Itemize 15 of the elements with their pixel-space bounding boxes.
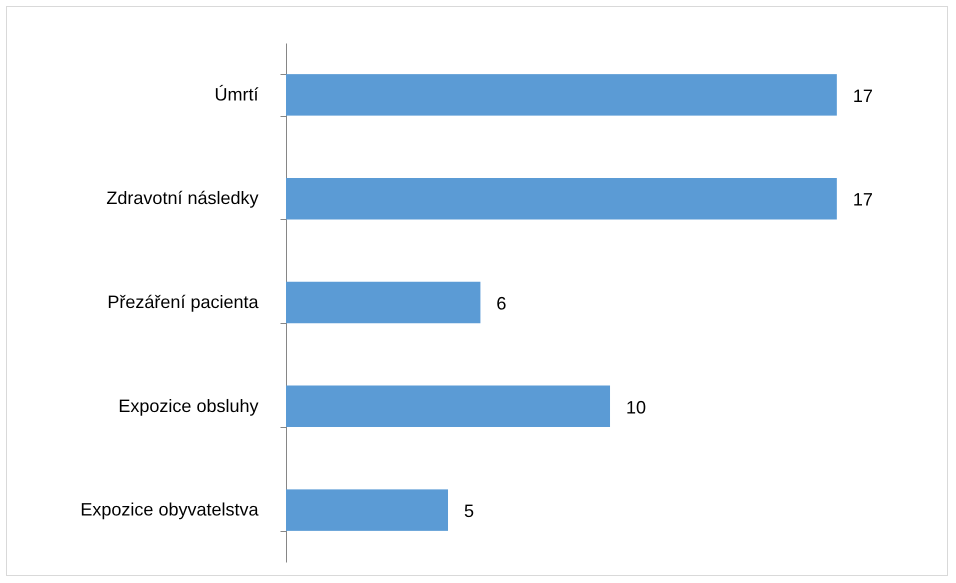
bar [286,282,480,324]
data-label: 6 [496,294,506,314]
bar [286,386,610,428]
y-tick-label: Expozice obyvatelstva [80,500,260,520]
y-tick-label: Přezáření pacienta [107,292,260,312]
y-tick-label: Úmrtí [214,84,258,104]
y-tick-label: Zdravotní následky [106,188,258,208]
data-label: 5 [464,501,474,522]
bar [286,489,448,531]
data-label: 10 [626,397,646,418]
y-tick-label: Expozice obsluhy [118,396,258,416]
data-label: 17 [852,190,873,210]
bar [286,74,837,116]
data-label: 17 [852,86,873,106]
bar [286,178,837,220]
